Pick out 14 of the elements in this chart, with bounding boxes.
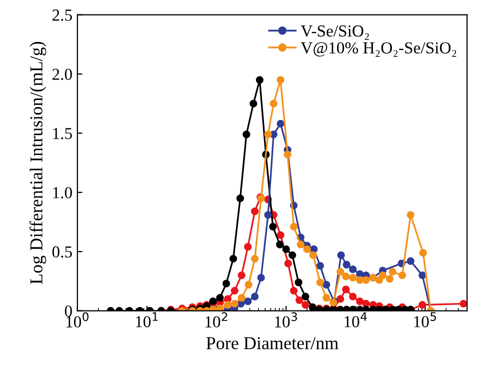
x-tick-label: 10$^{1}$: [136, 312, 158, 328]
y-axis-title: Log Differential Intrusion/(mL/g): [30, 42, 46, 284]
legend-label: V@10% H₂O₂-Se/SiO₂: [300, 42, 456, 57]
x-axis-title: Pore Diameter/nm: [206, 337, 338, 350]
legend-label: V-Se/SiO₂: [300, 25, 369, 40]
y-tick-label: 2.5: [52, 10, 72, 21]
x-tick-label: 10$^{4}$: [344, 312, 367, 328]
y-tick-label: 1.0: [53, 187, 72, 198]
y-tick-label: 0.5: [52, 246, 72, 258]
y-tick-label: 2.0: [52, 68, 72, 80]
x-tick-label: 10$^{3}$: [275, 312, 297, 328]
y-tick-label: 1.5: [53, 128, 72, 140]
x-tick-label: 10$^{2}$: [206, 312, 228, 328]
x-tick-label: 10$^{5}$: [414, 312, 436, 328]
